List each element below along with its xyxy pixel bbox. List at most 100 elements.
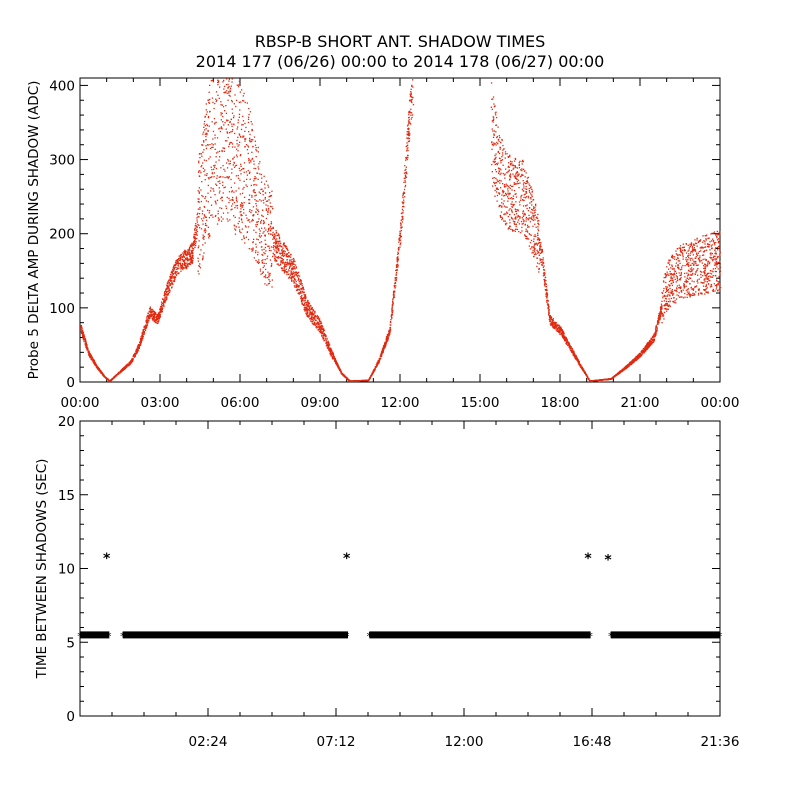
plot1-point: [384, 344, 387, 346]
plot1-point: [255, 156, 257, 158]
plot1-point: [356, 380, 358, 382]
plot1-point: [200, 189, 202, 191]
plot1-point: [82, 335, 84, 337]
plot1-point: [91, 358, 93, 360]
plot1-point: [560, 328, 562, 330]
plot1-point: [397, 258, 400, 260]
plot1-point: [344, 375, 346, 377]
plot1-point: [411, 96, 413, 99]
plot1-point: [397, 246, 400, 249]
plot1-point: [178, 267, 180, 269]
plot1-point: [220, 197, 222, 200]
plot1-point: [260, 221, 262, 223]
plot1-point: [405, 157, 407, 159]
plot1-point: [545, 286, 548, 288]
plot1-point: [522, 174, 524, 176]
plot1-point: [218, 219, 220, 222]
plot1-point: [246, 149, 249, 151]
plot1-point: [237, 136, 239, 138]
plot1-point: [249, 171, 251, 173]
plot1-point: [207, 233, 209, 235]
plot1-point: [505, 193, 508, 196]
plot1-point: [252, 249, 254, 251]
plot1-point: [229, 121, 231, 124]
plot1-point: [153, 312, 155, 315]
plot1-point: [222, 121, 224, 123]
plot1-point: [554, 322, 556, 324]
plot1-point: [408, 132, 410, 135]
plot1-point: [204, 231, 206, 234]
plot1-point: [232, 117, 235, 119]
plot1-point: [287, 277, 290, 279]
plot1-point: [152, 315, 154, 317]
plot1-point: [497, 162, 499, 164]
plot1-point: [202, 167, 204, 169]
plot1-point: [224, 186, 226, 188]
plot1-point: [202, 257, 204, 260]
plot1-point: [229, 95, 231, 97]
plot1-point: [103, 374, 105, 376]
plot1-point: [396, 259, 398, 261]
plot1-point: [202, 234, 204, 236]
plot1-point: [511, 163, 513, 165]
plot1-point: [552, 320, 554, 322]
plot1-point: [398, 241, 400, 243]
plot1-point: [500, 180, 502, 182]
plot1-point: [82, 336, 84, 338]
plot1-point: [197, 171, 200, 173]
plot1-point: [332, 358, 334, 360]
plot1-point: [205, 200, 208, 202]
plot1-point: [234, 225, 236, 227]
plot1-point: [329, 353, 331, 355]
plot1-point: [504, 153, 507, 155]
plot1-point: [569, 348, 571, 350]
plot1-point: [221, 104, 223, 106]
plot1-point: [271, 228, 273, 230]
plot1-point: [500, 142, 502, 144]
plot1-point: [400, 225, 402, 227]
plot1-point: [228, 80, 230, 82]
plot1-point: [534, 249, 536, 251]
plot1-point: [168, 283, 170, 285]
plot1-point: [264, 192, 267, 194]
plot1-point: [228, 78, 230, 80]
plot1-point: [373, 369, 376, 371]
plot1-point: [219, 176, 221, 178]
plot1-point: [255, 149, 257, 151]
plot1-point: [407, 131, 409, 133]
plot1-point: [284, 269, 286, 272]
plot1-point: [191, 247, 193, 249]
plot1-point: [295, 272, 297, 274]
plot1-point: [518, 167, 521, 169]
plot1-point: [496, 200, 498, 202]
plot1-point: [239, 141, 241, 143]
plot1-point: [494, 163, 496, 166]
plot1-point: [492, 160, 494, 163]
plot1-point: [538, 223, 540, 226]
plot1-point: [257, 213, 259, 215]
plot1-point: [524, 224, 526, 226]
plot1-point: [208, 233, 210, 235]
plot1-point: [274, 245, 276, 248]
plot1-point: [516, 171, 518, 174]
plot1-point: [558, 329, 560, 331]
plot1-point: [522, 180, 524, 182]
plot1-point: [544, 278, 546, 281]
plot1-point: [190, 262, 193, 264]
plot1-point: [546, 289, 548, 291]
plot1-point: [408, 114, 410, 116]
plot1-point: [410, 99, 412, 101]
plot1-point: [392, 302, 394, 304]
plot1-point: [510, 203, 512, 205]
plot1-point: [503, 194, 506, 197]
plot1-point: [513, 213, 516, 216]
plot1-point: [519, 216, 521, 218]
plot1-point: [193, 241, 195, 243]
plot1-point: [407, 120, 410, 122]
plot1-point: [80, 330, 82, 333]
plot1-point: [521, 161, 523, 163]
plot1-point: [233, 201, 236, 204]
plot1-point: [151, 313, 153, 315]
plot1-point: [252, 247, 254, 249]
plot1-point: [497, 126, 499, 128]
